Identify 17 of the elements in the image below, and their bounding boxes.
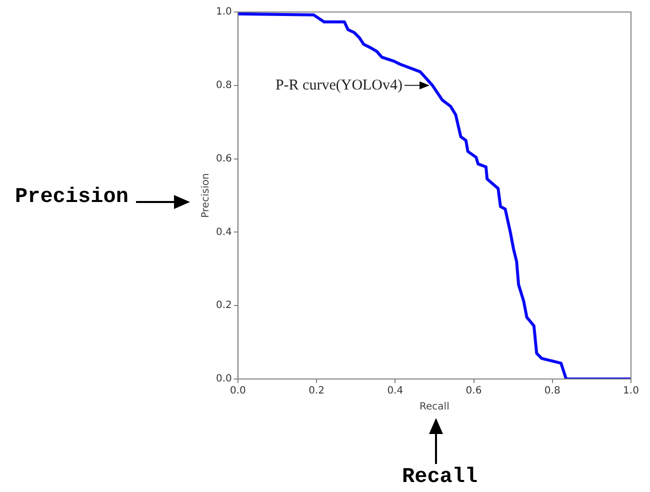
- y-tick-label: 0.2: [216, 300, 232, 312]
- y-tick-label: 0.8: [216, 80, 232, 91]
- annotation: P-R curve(YOLOv4): [275, 77, 403, 94]
- x-tick-label: 0.2: [308, 386, 324, 397]
- y-axis-title: Precision: [200, 173, 212, 218]
- y-tick-label: 0.0: [216, 374, 232, 385]
- y-tick-label: 0.6: [216, 153, 232, 164]
- x-tick-label: 0.4: [387, 386, 404, 397]
- x-tick-label: 1.0: [623, 386, 639, 397]
- x-tick-label: 0.0: [230, 386, 246, 397]
- y-tick-label: 0.4: [216, 226, 232, 238]
- text: Precision: [15, 186, 128, 209]
- x-tick-label: 0.6: [466, 386, 482, 397]
- x-axis-title: Recall: [420, 402, 450, 413]
- text: Recall: [402, 466, 478, 489]
- y-tick-label: 1.0: [216, 6, 232, 18]
- x-tick-label: 0.8: [544, 386, 560, 397]
